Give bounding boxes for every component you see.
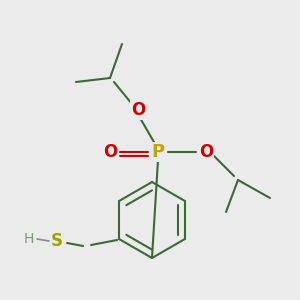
Text: O: O — [103, 143, 117, 161]
Text: P: P — [152, 143, 165, 161]
Text: O: O — [199, 143, 213, 161]
Text: O: O — [131, 101, 145, 119]
Text: H: H — [24, 232, 34, 246]
Text: S: S — [51, 232, 63, 250]
